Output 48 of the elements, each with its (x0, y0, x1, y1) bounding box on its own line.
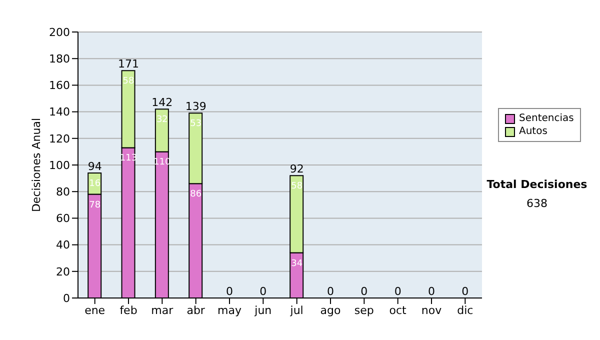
data-label: 16 (89, 178, 101, 189)
x-tick-label: jul (289, 304, 304, 317)
total-label: 139 (185, 100, 206, 114)
y-tick-label: 0 (63, 292, 70, 305)
x-tick-label: ago (320, 304, 341, 317)
total-label: 94 (88, 160, 102, 173)
x-tick-label: abr (186, 304, 206, 317)
total-label: 0 (226, 285, 233, 298)
y-tick-label: 20 (56, 265, 70, 278)
data-label: 86 (190, 190, 202, 200)
text: 638 (526, 197, 548, 210)
y-axis-title: Decisiones Anual (30, 118, 43, 212)
data-label: 32 (156, 115, 168, 126)
y-tick-label: 140 (49, 106, 70, 119)
data-label: 34 (291, 258, 303, 269)
y-tick-label: 120 (49, 132, 70, 146)
legend-label: Autos (519, 125, 548, 138)
x-tick-label: jun (254, 304, 272, 317)
x-tick-label: oct (389, 304, 408, 317)
text: Total Decisiones (486, 178, 588, 191)
x-tick-label: sep (354, 304, 374, 317)
total-label: 0 (394, 285, 402, 298)
x-tick-label: nov (421, 304, 442, 317)
total-label: 0 (428, 285, 435, 298)
y-tick-label: 100 (49, 158, 70, 172)
data-label: 53 (190, 119, 202, 130)
data-label: 78 (89, 200, 101, 210)
total-label: 0 (462, 285, 469, 298)
total-label: 0 (360, 285, 368, 298)
total-label: 92 (290, 162, 304, 176)
legend-label: Sentencias (519, 112, 574, 125)
x-tick-label: feb (120, 304, 138, 317)
x-tick-label: mar (151, 304, 174, 317)
y-tick-label: 200 (49, 26, 70, 39)
total-label: 0 (327, 285, 334, 298)
y-tick-label: 40 (56, 238, 70, 252)
total-label: 171 (118, 58, 139, 71)
x-tick-label: may (218, 304, 242, 317)
data-label: 58 (122, 76, 134, 87)
total-label: 0 (260, 285, 267, 298)
data-label: 58 (291, 182, 303, 192)
x-tick-label: dic (457, 304, 474, 317)
y-tick-label: 160 (49, 79, 70, 92)
y-tick-label: 80 (56, 186, 70, 199)
y-tick-label: 180 (49, 52, 70, 66)
x-tick-label: ene (84, 304, 106, 317)
total-label: 142 (152, 96, 173, 110)
y-tick-label: 60 (56, 212, 70, 226)
